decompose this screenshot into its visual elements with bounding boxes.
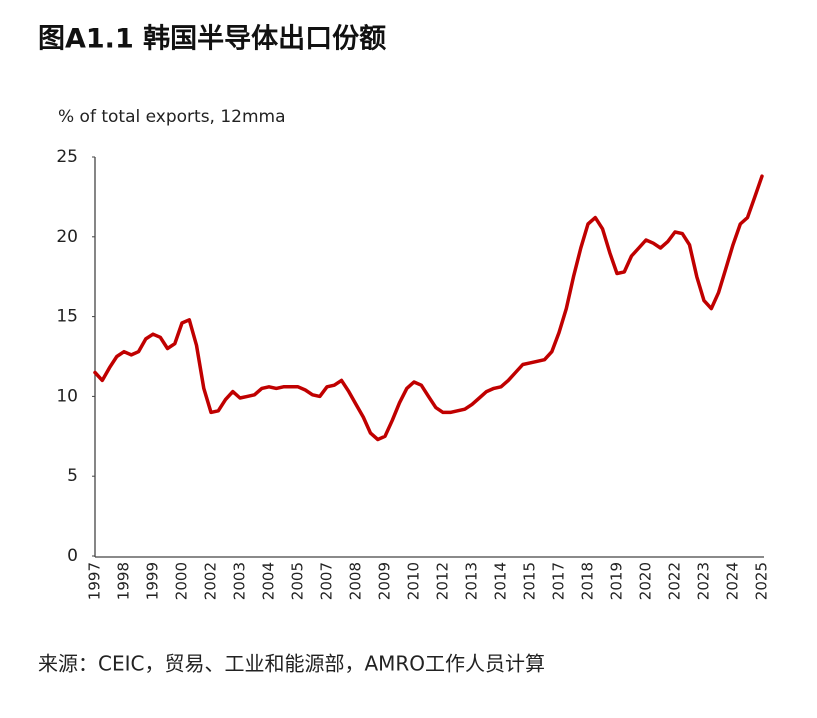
y-tick-label: 5 xyxy=(67,466,78,486)
x-tick-label: 2019 xyxy=(608,562,626,600)
x-tick-label: 2023 xyxy=(695,562,713,600)
x-tick-label: 1998 xyxy=(115,562,133,600)
y-tick-label: 0 xyxy=(67,546,78,566)
x-tick-label: 2000 xyxy=(173,562,191,600)
y-axis-label: % of total exports, 12mma xyxy=(58,107,286,127)
x-tick-label: 2014 xyxy=(492,562,510,600)
x-tick-label: 2007 xyxy=(318,562,336,600)
x-tick-label: 2020 xyxy=(637,562,655,600)
x-tick-label: 2025 xyxy=(753,562,771,600)
x-tick-label: 2013 xyxy=(463,562,481,600)
y-tick-label: 10 xyxy=(56,386,78,406)
chart-title: 图A1.1 韩国半导体出口份额 xyxy=(38,24,386,55)
x-tick-label: 2024 xyxy=(724,562,742,600)
x-tick-label: 2009 xyxy=(376,562,394,600)
x-tick-label: 2002 xyxy=(202,562,220,600)
x-tick-label: 2008 xyxy=(347,562,365,600)
x-tick-label: 2015 xyxy=(521,562,539,600)
line-series xyxy=(93,174,764,442)
source-note: 来源：CEIC，贸易、工业和能源部，AMRO工作人员计算 xyxy=(38,652,545,676)
x-tick-label: 2004 xyxy=(260,562,278,600)
x-tick-label: 2005 xyxy=(289,562,307,600)
x-tick-label: 2017 xyxy=(550,562,568,600)
x-tick-label: 1997 xyxy=(86,562,104,600)
x-tick-label: 2012 xyxy=(434,562,452,600)
x-tick-label: 2022 xyxy=(666,562,684,600)
x-tick-label: 2010 xyxy=(405,562,423,600)
x-tick-label: 2018 xyxy=(579,562,597,600)
y-tick-label: 15 xyxy=(56,307,78,327)
y-tick-label: 20 xyxy=(56,227,78,247)
x-tick-label: 2003 xyxy=(231,562,249,600)
y-tick-label: 25 xyxy=(56,147,78,167)
x-tick-label: 1999 xyxy=(144,562,162,600)
